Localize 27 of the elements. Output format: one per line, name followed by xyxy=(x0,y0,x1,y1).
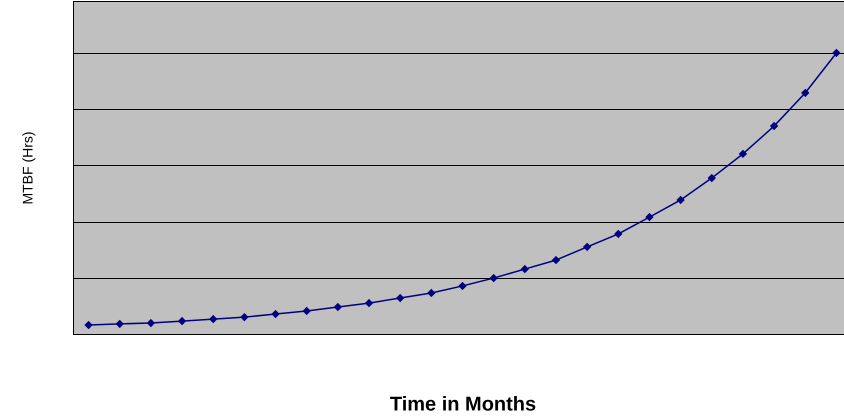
x-axis-title: Time in Months xyxy=(390,394,536,416)
point xyxy=(84,320,93,330)
point xyxy=(770,122,778,130)
point xyxy=(676,196,685,204)
point xyxy=(489,274,498,282)
point xyxy=(240,312,249,322)
point xyxy=(209,314,218,324)
point xyxy=(146,318,156,328)
point xyxy=(427,288,436,298)
point xyxy=(116,320,124,328)
point xyxy=(552,256,560,264)
point xyxy=(364,298,374,308)
point xyxy=(178,316,186,326)
point xyxy=(520,264,530,274)
point xyxy=(302,306,311,316)
point xyxy=(271,310,280,318)
point xyxy=(708,174,716,182)
point xyxy=(832,48,841,58)
point xyxy=(458,282,467,290)
point xyxy=(738,150,748,158)
point xyxy=(334,302,342,312)
point xyxy=(582,242,592,252)
point xyxy=(614,230,622,238)
point xyxy=(645,212,654,222)
y-axis-title: MTBF (Hrs) xyxy=(20,131,36,205)
point xyxy=(801,88,810,98)
point xyxy=(396,294,404,302)
